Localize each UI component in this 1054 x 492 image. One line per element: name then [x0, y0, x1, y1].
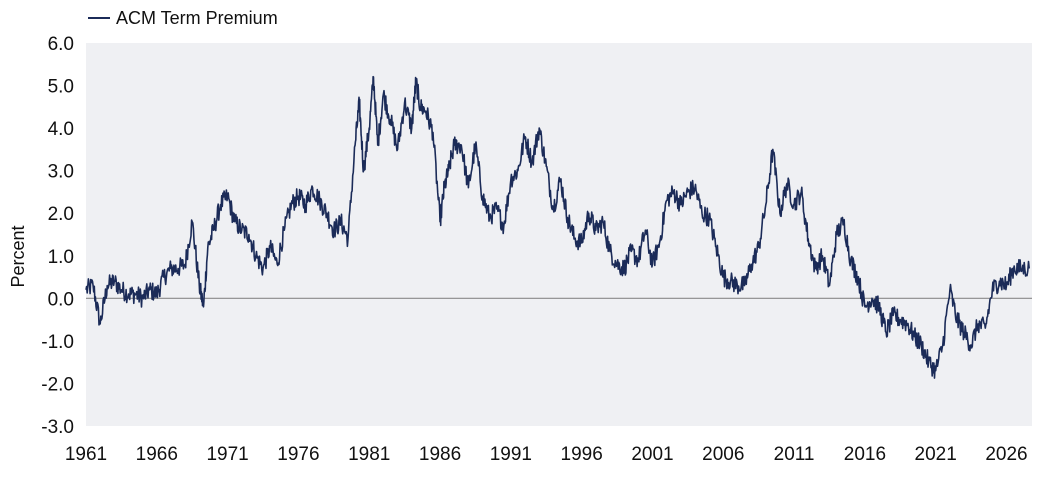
x-axis: 1961 1966 1971 1976 1981 1986 1991 1996 2001 2006…: [65, 444, 1028, 465]
y-axis-label: Percent: [8, 225, 28, 287]
y-tick-label: -3.0: [41, 417, 74, 438]
legend: ACM Term Premium: [88, 8, 278, 28]
y-tick-label: 5.0: [48, 77, 74, 98]
x-tick-label: 1981: [348, 444, 390, 465]
x-tick-label: 1991: [490, 444, 532, 465]
x-tick-label: 1961: [65, 444, 107, 465]
y-tick-label: 3.0: [48, 162, 74, 183]
y-tick-label: -2.0: [41, 374, 74, 395]
y-tick-label: 2.0: [48, 204, 74, 225]
x-tick-label: 1976: [277, 444, 319, 465]
legend-label: ACM Term Premium: [116, 8, 278, 28]
x-tick-label: 2026: [985, 444, 1027, 465]
series-group: [85, 75, 1030, 379]
x-tick-label: 2011: [774, 444, 815, 465]
x-tick-label: 1996: [561, 444, 603, 465]
x-tick-label: 1986: [419, 444, 461, 465]
x-tick-label: 2006: [702, 444, 744, 465]
y-tick-label: 1.0: [48, 247, 74, 268]
plot-area: [86, 43, 1032, 426]
y-tick-label: 6.0: [48, 34, 74, 55]
x-tick-label: 2021: [915, 444, 957, 465]
x-tick-label: 1971: [206, 444, 248, 465]
x-tick-label: 2016: [844, 444, 886, 465]
x-tick-label: 2001: [631, 444, 673, 465]
y-tick-label: 4.0: [48, 119, 74, 140]
y-tick-label: 0.0: [48, 289, 74, 310]
y-tick-label: -1.0: [41, 332, 74, 353]
x-tick-label: 1966: [136, 444, 178, 465]
y-axis: 6.0 5.0 4.0 3.0 2.0 1.0 0.0 -1.0 -2.0 -3.0: [41, 34, 74, 438]
series-line-acm-term-premium: [85, 75, 1030, 379]
